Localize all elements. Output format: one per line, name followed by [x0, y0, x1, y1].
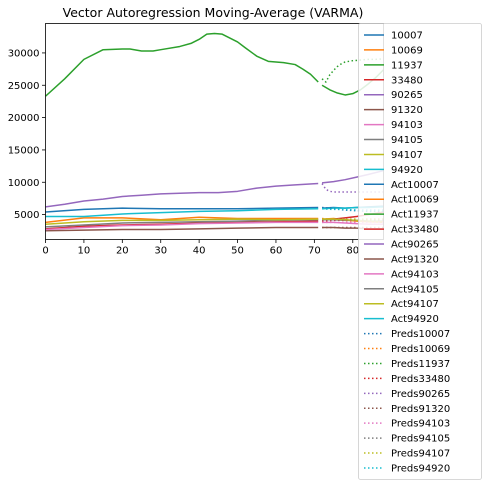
legend-label: Preds10007	[391, 329, 450, 340]
x-tick-label: 20	[116, 246, 129, 257]
x-tick-label: 50	[231, 246, 244, 257]
legend-label: 10069	[391, 45, 423, 56]
y-tick-label: 10000	[8, 178, 40, 189]
legend-label: Act90265	[391, 240, 439, 251]
legend-label: Act94105	[391, 284, 439, 295]
legend-label: Act94103	[391, 269, 439, 280]
legend-label: 94107	[391, 150, 423, 161]
y-tick-label: 20000	[8, 113, 40, 124]
series-line-94105	[45, 219, 319, 228]
legend-label: Preds10069	[391, 344, 450, 355]
legend-label: Preds11937	[391, 359, 450, 370]
legend-label: Preds94107	[391, 449, 450, 460]
legend-label: 91320	[391, 105, 423, 116]
legend-label: Preds91320	[391, 404, 450, 415]
x-tick-label: 0	[42, 246, 48, 257]
y-tick-label: 25000	[8, 81, 40, 92]
x-tick-label: 10	[78, 246, 91, 257]
series-line-94103	[45, 221, 319, 231]
legend-label: Act10007	[391, 180, 439, 191]
legend: 10007 10069 11937 33480 90265 91320 94103 94105…	[358, 23, 482, 480]
x-tick-label: 40	[193, 246, 206, 257]
legend-label: Act94107	[391, 299, 439, 310]
series-line-94107	[45, 218, 319, 226]
series-line-10069	[45, 216, 319, 224]
legend-label: Preds94105	[391, 434, 450, 445]
series-line-11937	[45, 32, 319, 97]
legend-label: 11937	[391, 60, 423, 71]
y-tick-label: 30000	[8, 48, 40, 59]
x-tick-label: 30	[154, 246, 167, 257]
legend-frame	[358, 23, 482, 480]
series-line-90265	[45, 182, 319, 208]
legend-label: Preds94920	[391, 463, 450, 474]
legend-label: Act11937	[391, 210, 439, 221]
legend-label: Preds90265	[391, 389, 450, 400]
y-tick-label: 5000	[14, 210, 39, 221]
axis-layer: 0 10 20 30 40 50 60 70 80 5000 10000 15000 20000 2500…	[8, 48, 359, 256]
legend-label: Act94920	[391, 314, 439, 325]
series-layer	[45, 32, 384, 232]
x-tick-label: 60	[270, 246, 283, 257]
chart-title: Vector Autoregression Moving-Average (VA…	[63, 5, 364, 20]
legend-label: 94103	[391, 120, 423, 131]
legend-label: 33480	[391, 75, 423, 86]
legend-label: 94920	[391, 165, 423, 176]
legend-label: 94105	[391, 135, 423, 146]
y-tick-label: 15000	[8, 145, 40, 156]
legend-label: 90265	[391, 90, 423, 101]
legend-label: Act91320	[391, 254, 439, 265]
x-tick-label: 80	[346, 246, 359, 257]
legend-label: Act10069	[391, 195, 439, 206]
legend-label: Preds94103	[391, 419, 450, 430]
series-line-preds90265	[321, 183, 384, 193]
legend-label: Act33480	[391, 225, 439, 236]
series-line-10007	[45, 206, 319, 213]
x-tick-label: 70	[308, 246, 321, 257]
series-line-91320	[45, 226, 319, 232]
legend-label: 10007	[391, 31, 423, 42]
legend-label: Preds33480	[391, 374, 450, 385]
series-line-94920	[45, 208, 319, 218]
